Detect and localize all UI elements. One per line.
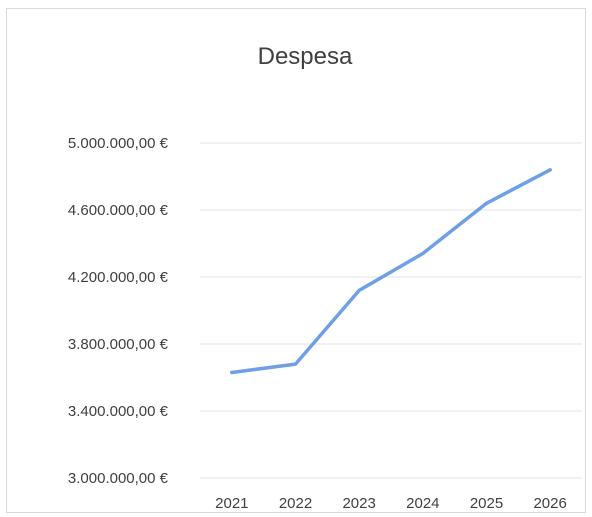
data-point [485,201,488,205]
x-tick-label: 2021 [215,495,248,512]
y-tick-label: 3.800.000,00 € [68,336,169,353]
data-point [357,288,361,292]
chart-frame [6,8,586,513]
data-point [421,252,425,256]
x-tick-label: 2026 [533,495,566,512]
x-tick-label: 2023 [342,495,375,512]
x-tick-label: 2022 [279,495,312,512]
chart-title: Despesa [258,43,353,70]
x-tick-label: 2024 [406,495,439,512]
y-tick-label: 4.200.000,00 € [68,269,169,286]
series-group [230,168,552,375]
y-tick-label: 3.400.000,00 € [68,403,169,420]
x-tick-label: 2025 [470,495,503,512]
x-axis-labels: 2021 2022 2023 2024 2025 2026 [215,495,567,512]
gridlines [200,142,582,479]
data-point [548,168,552,172]
y-tick-label: 5.000.000,00 € [68,135,169,152]
series-line [230,168,552,375]
data-point [294,362,297,366]
y-axis-labels: 5.000.000,00 € 4.600.000,00 € 4.200.000,00… [68,135,169,487]
data-point [230,370,234,374]
y-tick-label: 3.000.000,00 € [68,470,169,487]
y-tick-label: 4.600.000,00 € [68,202,169,219]
